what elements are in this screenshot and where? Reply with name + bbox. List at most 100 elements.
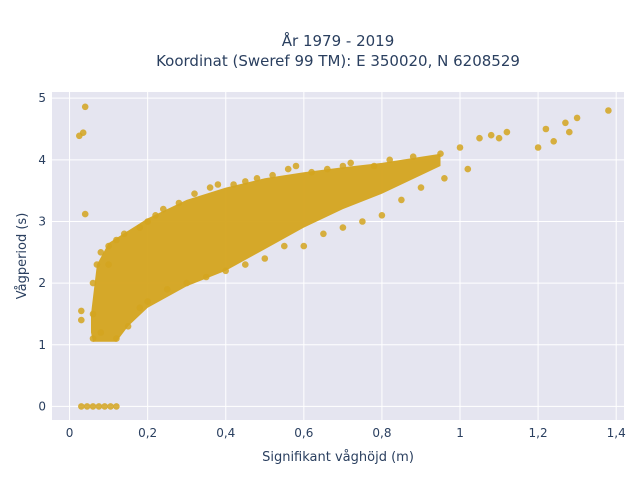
data-point bbox=[214, 181, 222, 188]
y-tick-labels: 0 1 2 3 4 5 bbox=[38, 91, 46, 413]
data-point bbox=[191, 190, 198, 197]
data-point bbox=[152, 212, 159, 219]
data-point bbox=[113, 335, 120, 342]
data-point bbox=[113, 236, 120, 244]
data-point bbox=[464, 165, 472, 173]
chart-title-line1: År 1979 - 2019 bbox=[282, 31, 395, 50]
data-point bbox=[550, 138, 557, 145]
data-point bbox=[347, 159, 355, 167]
data-point bbox=[136, 304, 144, 312]
x-tick-label: 0,6 bbox=[294, 426, 313, 440]
data-point bbox=[324, 165, 331, 173]
data-point bbox=[417, 184, 425, 191]
data-point bbox=[292, 162, 300, 170]
data-point bbox=[78, 403, 85, 410]
data-point bbox=[562, 119, 569, 127]
x-tick-label: 0,4 bbox=[216, 426, 235, 440]
data-point bbox=[144, 298, 151, 305]
data-point bbox=[456, 144, 464, 151]
data-point bbox=[566, 128, 573, 136]
data-point bbox=[89, 279, 97, 287]
data-point bbox=[113, 403, 120, 410]
data-point bbox=[284, 165, 292, 173]
x-tick-label: 0 bbox=[66, 426, 74, 440]
data-point bbox=[281, 242, 288, 250]
data-point bbox=[144, 218, 151, 225]
data-point bbox=[320, 230, 327, 238]
data-point bbox=[124, 323, 132, 330]
data-point bbox=[93, 261, 101, 268]
data-point bbox=[441, 175, 448, 182]
y-axis-title: Vågperiod (s) bbox=[15, 213, 30, 300]
data-point bbox=[487, 131, 495, 139]
data-point bbox=[308, 168, 315, 176]
y-tick-label: 1 bbox=[38, 338, 46, 352]
data-point bbox=[79, 129, 87, 136]
data-point bbox=[495, 134, 503, 142]
data-point bbox=[534, 144, 542, 151]
x-tick-label: 0,8 bbox=[372, 426, 391, 440]
data-point bbox=[253, 175, 261, 182]
data-point bbox=[78, 316, 85, 324]
data-point bbox=[120, 230, 128, 238]
data-point bbox=[476, 134, 483, 142]
data-point bbox=[542, 125, 550, 133]
point-cloud bbox=[91, 153, 441, 342]
data-point bbox=[398, 196, 405, 204]
data-point bbox=[300, 242, 308, 250]
x-axis-title: Signifikant våghöjd (m) bbox=[262, 450, 414, 465]
data-point bbox=[105, 261, 112, 268]
y-tick-label: 2 bbox=[38, 276, 46, 290]
data-point bbox=[175, 199, 183, 207]
data-point bbox=[437, 150, 444, 157]
data-point bbox=[105, 242, 112, 250]
x-tick-label: 1,2 bbox=[529, 426, 548, 440]
data-point bbox=[163, 286, 171, 293]
x-tick-label: 0,2 bbox=[138, 426, 157, 440]
data-point bbox=[573, 114, 581, 122]
data-point bbox=[89, 403, 97, 410]
data-point bbox=[97, 329, 105, 336]
data-point bbox=[95, 403, 103, 410]
data-point bbox=[81, 210, 89, 218]
data-point bbox=[378, 212, 386, 219]
data-point bbox=[370, 162, 378, 170]
data-point bbox=[78, 307, 85, 315]
data-point bbox=[242, 261, 249, 268]
data-point bbox=[81, 103, 89, 111]
y-tick-label: 0 bbox=[38, 399, 46, 413]
data-point bbox=[222, 267, 229, 275]
data-point bbox=[503, 128, 511, 136]
data-point bbox=[269, 171, 276, 179]
data-point bbox=[183, 279, 190, 287]
data-point bbox=[359, 218, 366, 225]
chart-title-line2: Koordinat (Sweref 99 TM): E 350020, N 62… bbox=[156, 52, 520, 70]
data-point bbox=[89, 335, 97, 342]
y-tick-label: 3 bbox=[38, 214, 46, 228]
data-point bbox=[261, 255, 269, 262]
data-point bbox=[605, 107, 612, 114]
data-point bbox=[230, 181, 237, 188]
y-tick-label: 4 bbox=[38, 153, 46, 167]
data-point bbox=[339, 224, 347, 231]
data-point bbox=[202, 273, 210, 281]
data-point bbox=[97, 249, 105, 256]
data-point bbox=[83, 403, 91, 410]
data-point bbox=[409, 153, 417, 160]
x-tick-label: 1,4 bbox=[607, 426, 626, 440]
data-point bbox=[339, 162, 347, 170]
dense-point-cloud bbox=[91, 153, 441, 342]
x-tick-label: 1 bbox=[456, 426, 464, 440]
data-point bbox=[101, 403, 108, 410]
y-tick-label: 5 bbox=[38, 91, 46, 105]
data-point bbox=[386, 156, 394, 164]
data-point bbox=[107, 403, 114, 410]
data-point bbox=[89, 310, 97, 318]
x-tick-labels: 0 0,2 0,4 0,6 0,8 1 1,2 1,4 bbox=[66, 426, 626, 440]
data-point bbox=[242, 178, 249, 185]
data-point bbox=[136, 224, 144, 231]
data-point bbox=[206, 184, 214, 191]
data-point bbox=[160, 205, 167, 213]
data-points bbox=[76, 103, 612, 410]
